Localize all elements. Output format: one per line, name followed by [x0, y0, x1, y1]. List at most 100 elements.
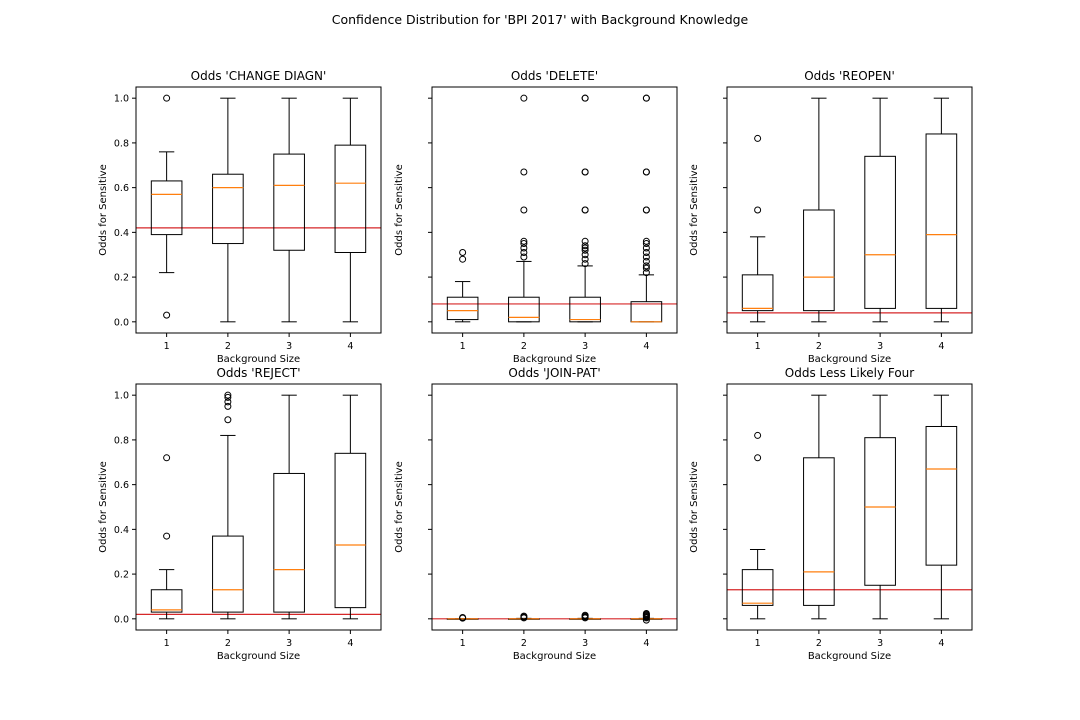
outlier-point — [754, 206, 762, 214]
axes-frame — [135, 86, 382, 334]
outlier-point — [520, 94, 528, 102]
box-body — [803, 457, 835, 606]
box-body — [569, 296, 601, 323]
x-axis-label: Background Size — [808, 651, 891, 662]
subplot-title: Odds 'REJECT' — [216, 366, 300, 380]
subplot-title: Odds 'JOIN-PAT' — [508, 366, 600, 380]
outlier-point — [642, 237, 650, 245]
x-tick-label: 3 — [877, 341, 883, 352]
outlier-point — [581, 237, 589, 245]
subplot-2: 1 2 3 4 Background Size Odds for Sensitive Odd… — [394, 69, 678, 365]
box-body — [273, 153, 305, 251]
outlier-point — [642, 269, 650, 277]
y-axis-label: Odds for Sensitive — [98, 461, 109, 552]
box-4 — [925, 394, 958, 620]
outlier-point — [642, 253, 650, 261]
x-tick-label: 4 — [643, 341, 649, 352]
axes-frame — [726, 86, 973, 334]
outlier-point — [581, 260, 589, 268]
y-axis-label: Odds for Sensitive — [394, 461, 405, 552]
figure-title: Confidence Distribution for 'BPI 2017' w… — [332, 12, 749, 27]
axes-frame — [431, 383, 678, 631]
y-tick-label: 1.0 — [114, 94, 129, 105]
outlier-point — [520, 248, 528, 256]
axes-frame — [135, 383, 382, 631]
outlier-point — [642, 94, 650, 102]
y-tick-label: 0.2 — [114, 273, 129, 284]
x-tick-label: 4 — [938, 638, 944, 649]
x-tick-label: 3 — [286, 638, 292, 649]
box-3 — [569, 94, 601, 323]
outlier-point — [163, 94, 171, 102]
y-axis-label: Odds for Sensitive — [394, 164, 405, 255]
outlier-point — [520, 168, 528, 176]
outlier-point — [224, 398, 232, 406]
x-tick-label: 1 — [755, 341, 761, 352]
outlier-point — [642, 248, 650, 256]
x-tick-label: 2 — [225, 638, 231, 649]
box-4 — [630, 94, 663, 323]
y-axis-label: Odds for Sensitive — [689, 164, 700, 255]
x-tick-label: 4 — [347, 341, 353, 352]
box-body — [864, 155, 896, 309]
box-3 — [273, 394, 305, 620]
outlier-point — [520, 206, 528, 214]
subplot-title: Odds 'REOPEN' — [804, 69, 895, 83]
plot-area — [136, 87, 381, 333]
outlier-point — [754, 134, 762, 142]
y-tick-label: 0.8 — [114, 138, 129, 149]
subplot-3: 1 2 3 4 Background Size Odds for Sensitive Odd… — [689, 69, 973, 365]
x-tick-label: 4 — [938, 341, 944, 352]
axes-frame — [726, 383, 973, 631]
y-tick-label: 0.6 — [114, 480, 129, 491]
y-tick-label: 0.2 — [114, 570, 129, 581]
x-tick-label: 2 — [816, 638, 822, 649]
x-tick-label: 2 — [816, 341, 822, 352]
outlier-point — [581, 206, 589, 214]
box-body — [803, 209, 835, 312]
y-tick-label: 0.0 — [114, 614, 129, 625]
y-tick-label: 0.0 — [114, 317, 129, 328]
outlier-point — [520, 240, 528, 248]
subplot-5: 1 2 3 4 Background Size Odds for Sensitive Odd… — [394, 366, 678, 662]
plot-area — [727, 87, 972, 333]
x-tick-label: 2 — [225, 341, 231, 352]
axes-frame — [431, 86, 678, 334]
outlier-point — [642, 264, 650, 272]
outlier-point — [642, 262, 650, 270]
box-body — [212, 535, 244, 613]
x-tick-label: 2 — [521, 638, 527, 649]
outlier-point — [459, 248, 467, 256]
box-4 — [334, 394, 367, 620]
subplot-6: 1 2 3 4 Background Size Odds for Sensitive Odd… — [689, 366, 973, 662]
outlier-point — [581, 255, 589, 263]
outlier-point — [224, 391, 232, 399]
outlier-point — [581, 611, 589, 619]
box-body — [273, 472, 305, 613]
box-1 — [741, 134, 774, 323]
box-4 — [925, 97, 958, 323]
box-body — [212, 173, 244, 245]
box-body — [334, 452, 367, 609]
outlier-point — [581, 244, 589, 252]
x-tick-label: 1 — [460, 341, 466, 352]
plot-area — [727, 384, 972, 630]
x-tick-label: 3 — [877, 638, 883, 649]
box-2 — [803, 394, 835, 620]
box-1 — [150, 454, 183, 620]
box-body — [150, 180, 183, 236]
x-tick-label: 1 — [755, 638, 761, 649]
subplot-title: Odds 'CHANGE DIAGN' — [191, 69, 327, 83]
x-tick-label: 3 — [286, 341, 292, 352]
x-axis-label: Background Size — [513, 651, 596, 662]
x-axis-label: Background Size — [808, 354, 891, 365]
outlier-point — [642, 240, 650, 248]
box-4 — [334, 97, 367, 323]
box-3 — [569, 611, 601, 622]
outlier-point — [520, 253, 528, 261]
box-2 — [508, 94, 540, 323]
y-axis-label: Odds for Sensitive — [689, 461, 700, 552]
outlier-point — [581, 246, 589, 254]
x-axis-label: Background Size — [513, 354, 596, 365]
